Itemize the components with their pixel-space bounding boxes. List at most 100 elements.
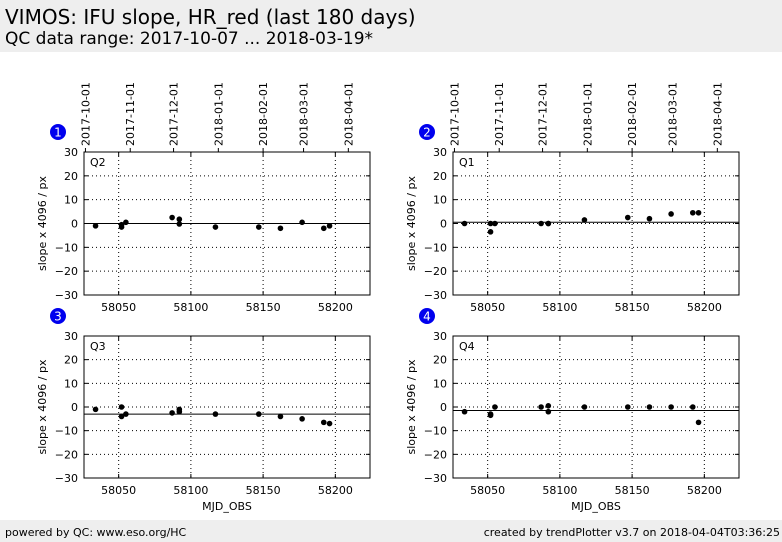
date-tick-label: 2017-10-01 <box>448 82 461 146</box>
data-point <box>545 403 552 409</box>
data-point <box>299 219 305 226</box>
date-tick-label: 2017-11-01 <box>493 82 506 146</box>
y-tick-label: 0 <box>440 218 447 231</box>
y-axis-label: slope x 4096 / px <box>36 176 49 271</box>
y-axis-label: slope x 4096 / px <box>405 359 418 454</box>
y-tick-label: −20 <box>55 265 78 278</box>
data-point <box>461 220 468 227</box>
y-axis-label: slope x 4096 / px <box>36 359 49 454</box>
x-tick-label: 58100 <box>542 484 577 497</box>
x-tick-label: 58200 <box>318 484 353 497</box>
data-point <box>169 410 175 416</box>
y-tick-label: 30 <box>64 330 78 343</box>
data-point <box>326 420 333 427</box>
x-tick-label: 58150 <box>615 301 650 314</box>
page-subtitle: QC data range: 2017-10-07 ... 2018-03-19… <box>5 29 374 49</box>
panel-badge <box>419 308 435 324</box>
data-point <box>92 406 99 413</box>
date-tick-label: 2017-10-01 <box>79 82 92 146</box>
data-point <box>487 229 494 235</box>
data-point <box>695 209 702 216</box>
panel-badge <box>50 308 66 324</box>
x-tick-label: 58200 <box>687 301 722 314</box>
panel-badge-number: 4 <box>423 310 431 324</box>
quadrant-label: Q2 <box>90 156 106 169</box>
date-tick-label: 2018-01-01 <box>212 82 225 146</box>
data-point <box>545 408 552 415</box>
plot-frame <box>83 335 371 479</box>
panel-badge-number: 2 <box>423 126 431 140</box>
footer-band: powered by QC: www.eso.org/HC created by… <box>0 520 782 542</box>
date-tick-label: 2018-03-01 <box>667 82 680 146</box>
y-tick-label: −10 <box>55 241 78 254</box>
y-tick-label: 0 <box>440 401 447 414</box>
data-point <box>689 209 696 216</box>
data-point <box>92 223 99 229</box>
y-tick-label: 0 <box>71 401 78 414</box>
x-tick-label: 58050 <box>101 301 136 314</box>
data-point <box>277 413 284 420</box>
date-tick-label: 2018-01-01 <box>581 82 594 146</box>
y-tick-label: 30 <box>433 330 447 343</box>
x-tick-label: 58100 <box>173 484 208 497</box>
panel-badge <box>419 124 435 140</box>
data-point <box>255 411 262 417</box>
data-point <box>123 411 129 417</box>
y-axis-label: slope x 4096 / px <box>405 176 418 271</box>
data-point <box>487 220 494 227</box>
y-tick-label: 10 <box>64 377 78 390</box>
data-point <box>624 214 631 221</box>
data-point <box>176 408 183 415</box>
data-point <box>492 220 498 227</box>
y-tick-label: 20 <box>433 354 447 367</box>
panel-badge-number: 1 <box>54 126 62 140</box>
footer-created-by: created by trendPlotter v3.7 on 2018-04-… <box>483 526 780 539</box>
data-point <box>695 419 702 426</box>
y-tick-label: −30 <box>424 472 447 485</box>
data-point <box>255 224 262 230</box>
data-point <box>689 404 696 410</box>
data-point <box>118 224 125 230</box>
data-point <box>320 419 327 426</box>
data-point <box>212 224 219 230</box>
y-tick-label: −30 <box>55 472 78 485</box>
data-point <box>581 404 588 410</box>
quadrant-label: Q4 <box>459 340 475 353</box>
date-tick-label: 2018-04-01 <box>711 82 724 146</box>
data-point <box>646 404 653 410</box>
y-tick-label: −10 <box>55 425 78 438</box>
data-point <box>545 220 552 227</box>
data-point <box>624 404 631 410</box>
data-point <box>487 412 494 419</box>
y-tick-label: −30 <box>424 289 447 302</box>
data-point <box>320 225 327 232</box>
quadrant-label: Q1 <box>459 156 475 169</box>
data-point <box>176 221 183 227</box>
y-tick-label: −20 <box>55 448 78 461</box>
y-tick-label: 30 <box>64 146 78 159</box>
x-tick-label: 58150 <box>246 484 281 497</box>
data-point <box>176 216 183 223</box>
data-point <box>118 413 125 420</box>
data-point <box>668 211 674 217</box>
data-point <box>277 225 284 232</box>
panel-badge-number: 3 <box>54 310 62 324</box>
data-point <box>646 215 653 222</box>
x-tick-label: 58200 <box>687 484 722 497</box>
panel-q3: −30 −20 −10 0 10 20 30 58050 58100 58150 58200 slop… <box>36 308 371 513</box>
data-point <box>326 223 333 229</box>
date-tick-label: 2018-02-01 <box>626 82 639 146</box>
data-point <box>492 404 498 410</box>
quadrant-label: Q3 <box>90 340 106 353</box>
x-tick-label: 58200 <box>318 301 353 314</box>
x-tick-label: 58150 <box>615 484 650 497</box>
date-tick-label: 2017-12-01 <box>537 82 550 146</box>
date-tick-label: 2017-11-01 <box>124 82 137 146</box>
y-tick-label: 20 <box>64 354 78 367</box>
x-axis-label: MJD_OBS <box>571 500 621 513</box>
data-point <box>299 416 305 422</box>
panel-q4: −30 −20 −10 0 10 20 30 58050 58100 58150 58200 slop… <box>405 308 740 513</box>
header-band: VIMOS: IFU slope, HR_red (last 180 days)… <box>0 0 782 52</box>
x-tick-label: 58050 <box>101 484 136 497</box>
